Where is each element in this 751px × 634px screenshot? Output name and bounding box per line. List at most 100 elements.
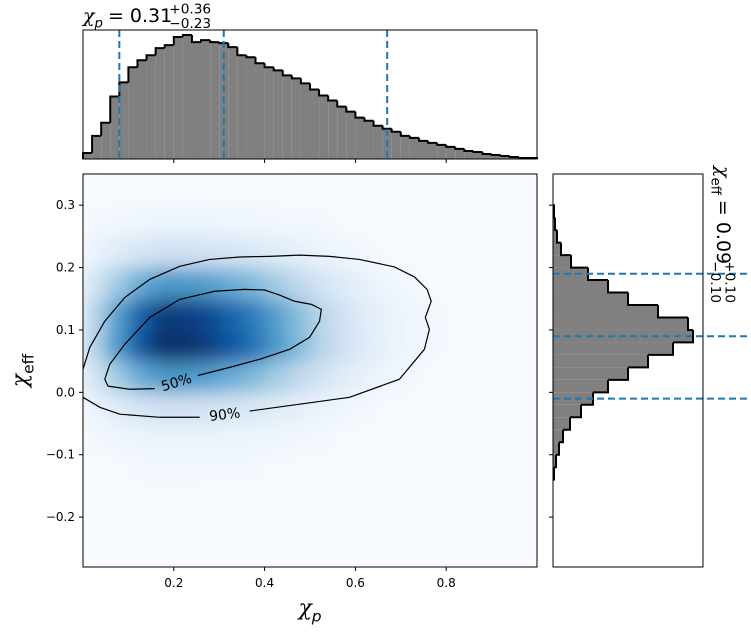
- hist-step: [556, 442, 560, 456]
- density-cell: [423, 267, 447, 300]
- hist-bar: [553, 417, 570, 430]
- density-cell: [332, 205, 356, 237]
- density-cells: [83, 174, 537, 549]
- density-cell: [468, 205, 493, 237]
- density-cell: [355, 205, 379, 237]
- density-cell: [151, 517, 175, 549]
- density-cell: [491, 267, 515, 300]
- hist-bar: [500, 155, 510, 159]
- density-cell: [105, 392, 129, 425]
- density-cell: [378, 423, 402, 456]
- hist-step: [607, 280, 628, 294]
- hist-step: [463, 148, 474, 152]
- density-cell: [514, 205, 537, 237]
- density-cell: [264, 423, 288, 456]
- hist-step: [363, 117, 374, 122]
- density-cell: [400, 454, 424, 487]
- hist-step: [91, 134, 102, 153]
- hist-bar: [409, 137, 419, 159]
- hist-step: [327, 95, 338, 102]
- hist-step: [587, 267, 608, 282]
- density-cell: [514, 392, 537, 425]
- hist-step: [627, 292, 658, 306]
- hist-bar: [464, 150, 474, 159]
- density-cell: [468, 361, 493, 393]
- density-cell: [332, 361, 356, 393]
- density-cell: [310, 174, 334, 206]
- density-cell: [400, 485, 424, 518]
- density-cell: [310, 329, 334, 362]
- density-cell: [378, 298, 402, 331]
- density-cell: [446, 485, 470, 518]
- density-cell: [219, 423, 243, 456]
- hist-step: [687, 317, 693, 331]
- y-tick-label: −0.2: [46, 510, 75, 524]
- hist-step: [200, 39, 211, 43]
- density-cell: [378, 517, 402, 549]
- density-cell: [468, 423, 493, 456]
- density-cell: [128, 298, 152, 331]
- density-cell: [83, 361, 107, 393]
- density-cell: [514, 361, 537, 393]
- density-cell: [310, 267, 334, 300]
- density-map: [83, 174, 537, 549]
- hist-step: [648, 342, 674, 356]
- density-cell: [400, 205, 424, 237]
- density-cell: [378, 454, 402, 487]
- hist-step: [454, 146, 465, 150]
- label-plus: +0.10: [722, 261, 738, 303]
- hist-bar: [355, 117, 365, 159]
- density-cell: [423, 329, 447, 362]
- density-cell: [196, 329, 220, 362]
- hist-step: [657, 305, 688, 319]
- density-cell: [446, 205, 470, 237]
- density-cell: [400, 267, 424, 300]
- density-cell: [287, 392, 311, 425]
- hist-bar: [246, 57, 256, 159]
- density-cell: [83, 174, 107, 206]
- density-cell: [310, 298, 334, 331]
- density-cell: [219, 361, 243, 393]
- density-cell: [128, 454, 152, 487]
- density-cell: [128, 267, 152, 300]
- hist-bar: [553, 429, 563, 443]
- density-cell: [128, 423, 152, 456]
- density-cell: [173, 329, 197, 362]
- density-cell: [514, 236, 537, 269]
- label-value: = 0.09: [712, 200, 734, 264]
- hist-bar: [391, 131, 401, 159]
- hist-step: [570, 255, 588, 269]
- density-cell: [128, 236, 152, 269]
- density-cell: [196, 205, 220, 237]
- hist-bar: [553, 242, 561, 256]
- hist-step: [628, 354, 649, 369]
- hist-bar: [328, 100, 338, 159]
- label: χeff = 0.09: [707, 164, 734, 264]
- label-minus: −0.10: [707, 261, 723, 303]
- density-cell: [355, 329, 379, 362]
- density-cell: [468, 517, 493, 549]
- hist-bar: [509, 156, 519, 159]
- density-cell: [355, 485, 379, 518]
- density-cell: [105, 329, 129, 362]
- density-cell: [423, 517, 447, 549]
- hist-step: [554, 454, 557, 469]
- hist-step: [472, 150, 483, 153]
- hist-bar: [553, 230, 557, 243]
- density-cell: [241, 267, 266, 300]
- density-cell: [105, 205, 129, 237]
- hist-bar: [300, 83, 310, 159]
- density-cell: [264, 361, 288, 393]
- density-cell: [400, 392, 424, 425]
- density-cell: [173, 205, 197, 237]
- hist-step: [100, 121, 111, 136]
- hist-step: [227, 43, 238, 49]
- density-cell: [151, 236, 175, 269]
- density-cell: [151, 392, 175, 425]
- hist-bar: [201, 40, 211, 159]
- hist-step: [336, 100, 347, 108]
- label-subscript: p: [311, 608, 322, 626]
- density-cell: [241, 517, 266, 549]
- hist-bar: [346, 111, 356, 159]
- hist-bar: [553, 404, 581, 418]
